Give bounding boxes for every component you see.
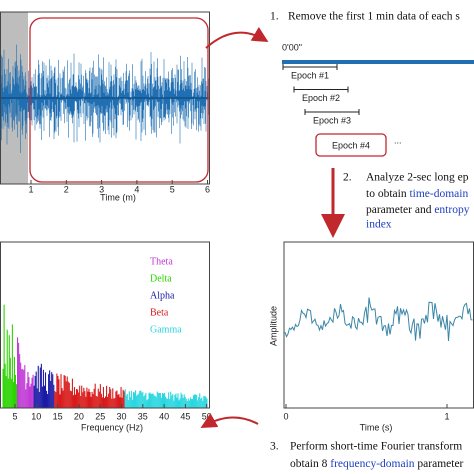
step-text: obtain 8 frequency-domain parameter xyxy=(290,458,464,470)
x-tick-label: 4 xyxy=(134,184,139,194)
x-tick-label: 5 xyxy=(12,411,17,421)
x-tick-label: 3 xyxy=(99,184,104,194)
x-tick-label: 25 xyxy=(95,411,105,421)
step-text: parameter and entropy xyxy=(366,204,470,216)
x-tick-label: 35 xyxy=(138,411,148,421)
x-tick-label: 2 xyxy=(64,184,69,194)
x-tick-label: 50 xyxy=(202,411,212,421)
arrow xyxy=(200,413,259,428)
eeg-plot: Time (m) 1 2 3 4 5 6 xyxy=(0,11,210,202)
plot-frame xyxy=(0,241,210,409)
text: parameter xyxy=(415,458,464,470)
x-tick-label: 6 xyxy=(205,184,210,194)
epoch-label: Epoch #2 xyxy=(302,93,340,103)
legend-entry: Beta xyxy=(150,307,169,318)
x-tick-label: 15 xyxy=(53,411,63,421)
signal xyxy=(284,297,473,342)
epoch-bracket xyxy=(304,109,360,115)
y-axis-label: Amplitude xyxy=(268,306,278,346)
plot-frame xyxy=(0,11,210,185)
epoch-label: Epoch #4 xyxy=(332,140,370,150)
text: to obtain xyxy=(366,188,409,200)
x-tick-label: 1 xyxy=(28,184,33,194)
timeline xyxy=(282,60,474,64)
epoch-plot: Time (s) Amplitude 0 1 xyxy=(268,241,474,432)
x-tick-label: 1 xyxy=(444,411,449,421)
x-tick-label: 10 xyxy=(31,411,41,421)
x-tick-label: 5 xyxy=(170,184,175,194)
legend-entry: Theta xyxy=(150,256,173,267)
legend-entry: Alpha xyxy=(150,290,175,301)
text: parameter and xyxy=(366,204,434,216)
highlight-box xyxy=(29,17,209,183)
text: obtain 8 xyxy=(290,458,330,470)
epoch-label: Epoch #1 xyxy=(291,70,329,80)
x-tick-label: 45 xyxy=(180,411,190,421)
x-tick-label: 40 xyxy=(159,411,169,421)
arrow xyxy=(205,26,269,49)
epoch-bracket xyxy=(282,64,338,70)
epoch-bracket xyxy=(293,86,349,93)
x-tick-label: 0 xyxy=(283,411,288,421)
timeline-start: 0'00" xyxy=(282,42,302,52)
x-axis-label: Frequency (Hz) xyxy=(81,422,143,432)
highlight-term: time-domain xyxy=(409,188,468,200)
selected-epoch-box xyxy=(315,133,387,157)
epoch-label: Epoch #3 xyxy=(313,115,351,125)
highlight-term: index xyxy=(366,219,392,231)
step-text: Remove the first 1 min data of each s xyxy=(288,11,460,23)
x-axis-label: Time (m) xyxy=(100,192,136,202)
ellipsis: ... xyxy=(394,135,402,145)
step-text: Analyze 2-sec long ep xyxy=(366,172,469,184)
step-text: to obtain time-domain xyxy=(366,188,468,200)
step-text: Perform short-time Fourier transform xyxy=(290,441,462,453)
plot-frame xyxy=(283,241,474,409)
step-number: 2. xyxy=(343,172,352,184)
x-axis-label: Time (s) xyxy=(360,422,393,432)
legend-entry: Delta xyxy=(150,273,172,284)
highlight-term: entropy xyxy=(434,204,469,216)
step-number: 1. xyxy=(270,11,279,23)
highlight-term: frequency-domain xyxy=(330,458,415,470)
legend-entry: Gamma xyxy=(150,324,182,335)
step-number: 3. xyxy=(270,441,279,453)
x-tick-label: 20 xyxy=(74,411,84,421)
signal xyxy=(0,44,209,154)
x-tick-label: 30 xyxy=(116,411,126,421)
